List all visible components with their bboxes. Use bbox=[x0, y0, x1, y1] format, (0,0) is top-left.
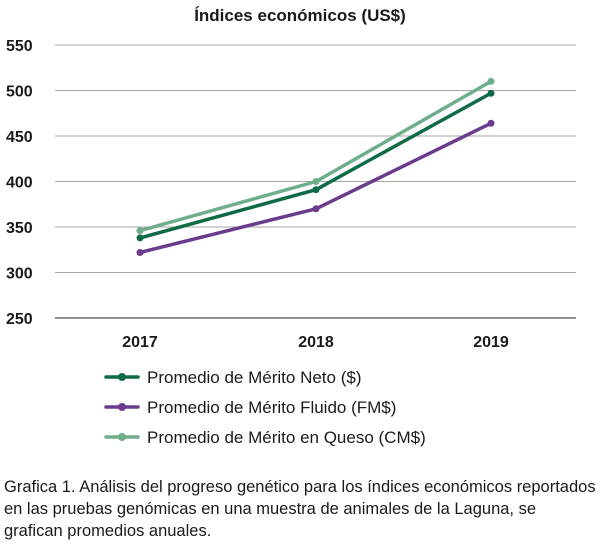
legend: Promedio de Mérito Neto ($) Promedio de M… bbox=[104, 368, 426, 447]
x-tick-label: 2018 bbox=[298, 334, 334, 351]
data-point bbox=[136, 234, 144, 242]
line-chart: Índices económicos (US$) 250 300 350 400 450… bbox=[6, 6, 576, 447]
data-point bbox=[487, 89, 495, 97]
data-point bbox=[312, 178, 320, 185]
data-point bbox=[487, 119, 495, 127]
y-tick-label: 250 bbox=[6, 311, 33, 328]
y-tick-label: 400 bbox=[6, 175, 33, 192]
y-tick-label: 300 bbox=[6, 266, 33, 283]
series-line bbox=[136, 77, 495, 235]
x-tick-label: 2019 bbox=[473, 334, 509, 351]
legend-item: Promedio de Mérito Neto ($) bbox=[104, 368, 361, 387]
figure-caption: Grafica 1. Análisis del progreso genétic… bbox=[4, 478, 596, 540]
x-axis-tick-labels: 2017 2018 2019 bbox=[122, 334, 509, 351]
data-point bbox=[136, 248, 144, 256]
legend-item: Promedio de Mérito Fluido (FM$) bbox=[104, 398, 396, 417]
y-tick-label: 500 bbox=[6, 84, 33, 101]
legend-item: Promedio de Mérito en Queso (CM$) bbox=[104, 428, 426, 447]
y-axis-tick-labels: 250 300 350 400 450 500 550 bbox=[6, 38, 33, 328]
chart-title: Índices económicos (US$) bbox=[194, 6, 406, 25]
legend-swatch-marker bbox=[118, 433, 126, 441]
data-point bbox=[136, 227, 144, 235]
legend-label: Promedio de Mérito Fluido (FM$) bbox=[147, 398, 396, 417]
legend-swatch-marker bbox=[118, 373, 126, 381]
data-point bbox=[487, 77, 495, 85]
gridlines bbox=[55, 44, 576, 319]
y-tick-label: 350 bbox=[6, 220, 33, 237]
y-tick-label: 550 bbox=[6, 38, 33, 55]
x-tick-label: 2017 bbox=[122, 334, 158, 351]
series-line bbox=[136, 119, 495, 256]
data-point bbox=[312, 205, 320, 213]
data-point bbox=[312, 186, 320, 194]
series-lines bbox=[136, 77, 495, 256]
y-tick-label: 450 bbox=[6, 129, 33, 146]
legend-label: Promedio de Mérito Neto ($) bbox=[147, 368, 361, 387]
legend-swatch-marker bbox=[118, 403, 126, 411]
series-line bbox=[136, 89, 495, 242]
legend-label: Promedio de Mérito en Queso (CM$) bbox=[147, 428, 426, 447]
